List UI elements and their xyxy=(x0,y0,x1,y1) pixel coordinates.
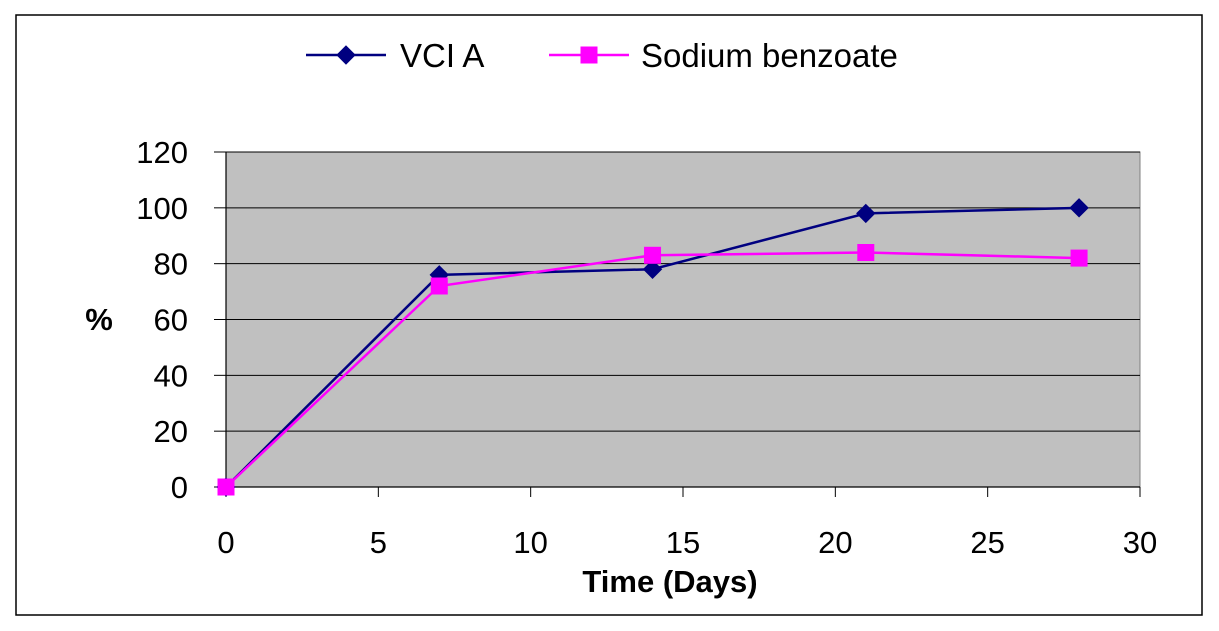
legend-marker xyxy=(336,45,356,65)
legend: VCI A Sodium benzoate xyxy=(306,37,898,74)
y-tick-label: 120 xyxy=(136,135,188,170)
y-tick-label: 0 xyxy=(171,470,188,505)
y-tick-label: 80 xyxy=(154,247,188,282)
y-tick-label: 40 xyxy=(154,358,188,393)
legend-marker xyxy=(580,46,598,64)
data-point xyxy=(430,277,448,295)
data-point xyxy=(644,246,662,264)
data-point xyxy=(1070,249,1088,267)
data-point xyxy=(857,244,875,261)
axes: 0 20 40 60 80 100 120 0 5 10 15 20 25 30 xyxy=(136,135,1157,560)
x-tick-label: 20 xyxy=(818,525,852,560)
grid-lines xyxy=(226,151,1140,432)
legend-label: VCI A xyxy=(400,37,484,74)
data-point xyxy=(217,478,235,496)
data-point xyxy=(1069,198,1089,218)
legend-label: Sodium benzoate xyxy=(641,37,898,74)
x-axis-title: Time (Days) xyxy=(582,564,757,599)
data-point xyxy=(642,259,663,279)
x-tick-label: 10 xyxy=(513,525,547,560)
x-tick-label: 30 xyxy=(1123,525,1157,560)
series xyxy=(216,198,1089,497)
x-tick-label: 5 xyxy=(370,525,387,560)
x-tick-label: 0 xyxy=(217,525,234,560)
y-tick-label: 60 xyxy=(154,303,188,338)
data-point xyxy=(856,203,876,224)
x-tick-label: 15 xyxy=(666,525,700,560)
y-axis-title: % xyxy=(85,302,113,337)
x-tick-label: 25 xyxy=(970,525,1004,560)
y-tick-label: 100 xyxy=(136,191,188,226)
y-tick-label: 20 xyxy=(154,414,188,449)
